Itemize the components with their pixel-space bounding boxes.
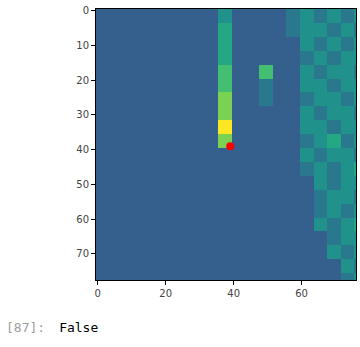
- svg-text:60: 60: [295, 288, 308, 299]
- svg-text:40: 40: [76, 144, 89, 155]
- svg-text:50: 50: [76, 179, 89, 190]
- html-text:[87]:: [87]:: [6, 320, 46, 335]
- svg-text:40: 40: [227, 288, 240, 299]
- svg-text:0: 0: [83, 5, 89, 16]
- svg-text:20: 20: [76, 75, 89, 86]
- svg-text:0: 0: [95, 288, 101, 299]
- svg-text:20: 20: [159, 288, 172, 299]
- svg-text:10: 10: [76, 40, 89, 51]
- html-text:False: False: [59, 320, 99, 335]
- svg-text:30: 30: [76, 109, 89, 120]
- svg-text:60: 60: [76, 214, 89, 225]
- svg-text:70: 70: [76, 248, 89, 259]
